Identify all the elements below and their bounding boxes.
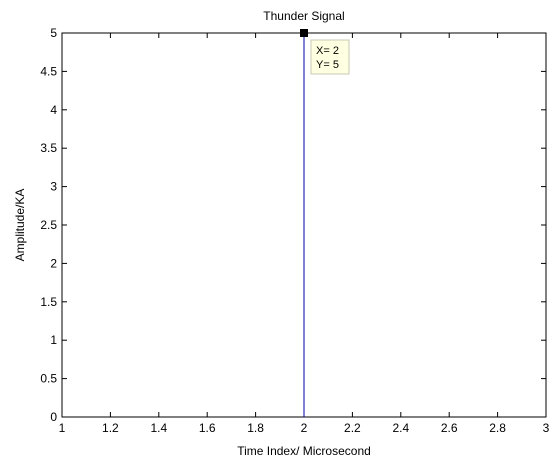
y-tick-label: 3.5 (40, 141, 57, 155)
y-tick-label: 4 (50, 103, 57, 117)
y-tick-label: 0 (50, 410, 57, 424)
y-tick-label: 2.5 (40, 218, 57, 232)
datatip-y-text: Y= 5 (316, 59, 339, 71)
x-tick-label: 2.6 (441, 421, 458, 435)
y-tick-label: 1.5 (40, 295, 57, 309)
x-tick-label: 2.2 (344, 421, 361, 435)
y-tick-label: 4.5 (40, 64, 57, 78)
y-tick-label: 0.5 (40, 372, 57, 386)
chart-title: Thunder Signal (263, 9, 344, 23)
y-tick-label: 3 (50, 180, 57, 194)
y-axis-ticks: 0 0.5 1 1.5 2 2.5 3 3.5 4 4.5 5 (40, 26, 546, 424)
datatip-x-text: X= 2 (316, 45, 339, 57)
x-tick-label: 1.4 (150, 421, 167, 435)
x-tick-label: 1.2 (102, 421, 119, 435)
x-tick-label: 1.6 (199, 421, 216, 435)
x-tick-label: 2.4 (392, 421, 409, 435)
datatip-marker[interactable] (300, 29, 308, 37)
x-tick-label: 1 (59, 421, 66, 435)
y-tick-label: 5 (50, 26, 57, 40)
datatip-box (310, 39, 350, 75)
y-axis-title: Amplitude/KA (13, 189, 27, 262)
x-tick-label: 2.8 (489, 421, 506, 435)
x-tick-label: 3 (543, 421, 550, 435)
x-axis-title: Time Index/ Microsecond (237, 444, 371, 458)
datatip[interactable]: X= 2 Y= 5 (300, 29, 350, 75)
y-tick-label: 1 (50, 333, 57, 347)
y-tick-label: 2 (50, 256, 57, 270)
x-tick-label: 2 (301, 421, 308, 435)
x-tick-label: 1.8 (247, 421, 264, 435)
